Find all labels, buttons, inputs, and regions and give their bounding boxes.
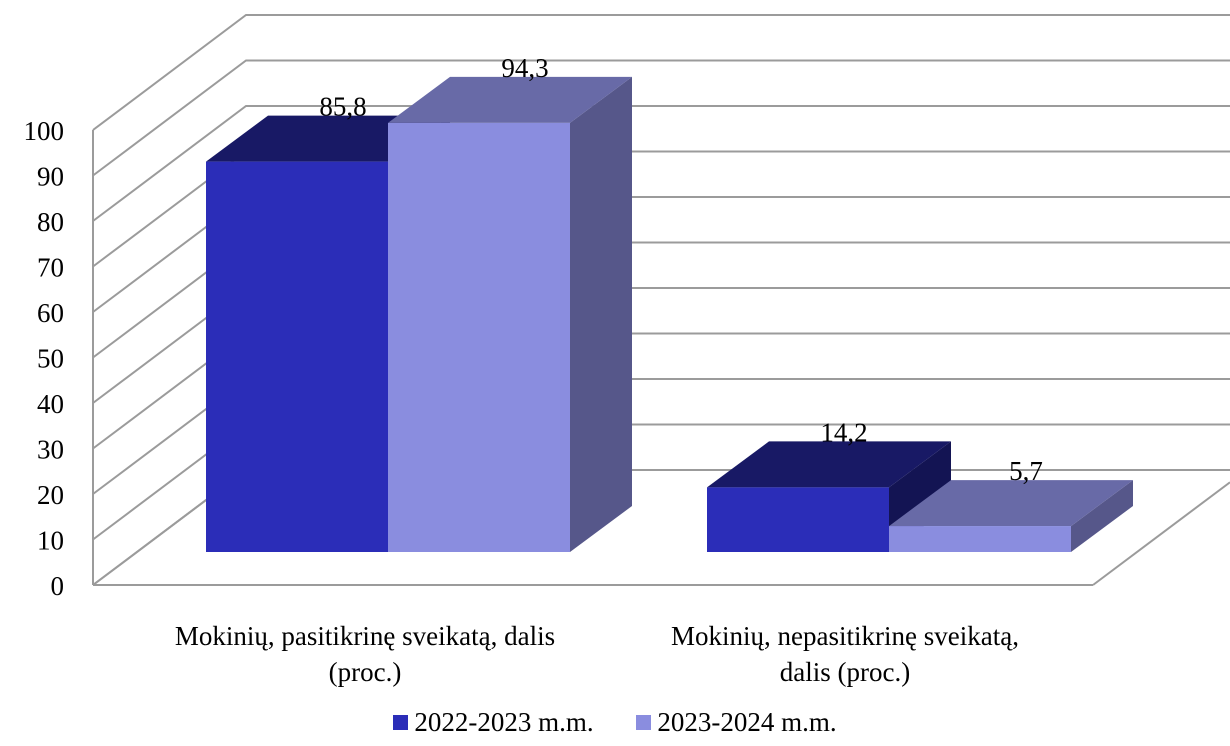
y-tick-label-20: 20 (37, 480, 64, 510)
gridline-80 (92, 105, 1230, 222)
y-tick-label-10: 10 (37, 526, 64, 556)
data-label-s1-c1: 5,7 (1009, 456, 1043, 486)
bar-top-s0-c1 (707, 441, 951, 488)
y-tick-label-100: 100 (24, 116, 65, 146)
bar-s0-c1 (707, 487, 889, 552)
y-tick-label-0: 0 (51, 571, 65, 601)
data-label-s1-c0: 94,3 (501, 53, 548, 83)
bar-top-s1-c0 (388, 76, 632, 123)
gridline-90 (92, 59, 1230, 177)
bar-s1-c0 (388, 122, 570, 552)
bar-s0-c0 (206, 161, 388, 553)
legend-swatch-2022-2023 (393, 715, 409, 730)
y-tick-label-30: 30 (37, 435, 64, 465)
category-label-0: Mokinių, pasitikrinę sveikatą, dalis (pr… (174, 621, 556, 687)
value-labels: 85,8 14,2 94,3 5,7 (319, 53, 1043, 486)
y-tick-label-60: 60 (37, 298, 64, 328)
y-axis: 0 10 20 30 40 50 60 70 80 90 100 (24, 116, 65, 601)
y-tick-label-70: 70 (37, 253, 64, 283)
gridline-100 (92, 14, 1230, 131)
y-tick-label-90: 90 (37, 162, 64, 192)
y-tick-label-50: 50 (37, 344, 64, 374)
legend-item-2023-2024: 2023-2024 m.m. (636, 707, 837, 738)
y-tick-label-80: 80 (37, 207, 64, 237)
legend-swatch-2023-2024 (636, 715, 652, 730)
floor-right-edge (1092, 481, 1230, 586)
bars (206, 76, 1133, 553)
legend-label-2023-2024: 2023-2024 m.m. (657, 707, 837, 737)
legend-label-2022-2023: 2022-2023 m.m. (414, 707, 594, 737)
data-label-s0-c1: 14,2 (820, 417, 867, 447)
data-label-s0-c0: 85,8 (319, 92, 366, 122)
category-label-1: Mokinių, nepasitikrinę sveikatą, dalis (… (671, 621, 1019, 687)
bar-top-s1-c1 (889, 480, 1133, 527)
bar-s1-c1 (889, 526, 1071, 552)
y-tick-label-40: 40 (37, 389, 64, 419)
bar-side-s1-c0 (570, 76, 632, 552)
bar-side-s1-c1 (1071, 480, 1133, 552)
legend: 2022-2023 m.m. 2023-2024 m.m. (0, 706, 1230, 738)
legend-item-2022-2023: 2022-2023 m.m. (393, 707, 594, 738)
